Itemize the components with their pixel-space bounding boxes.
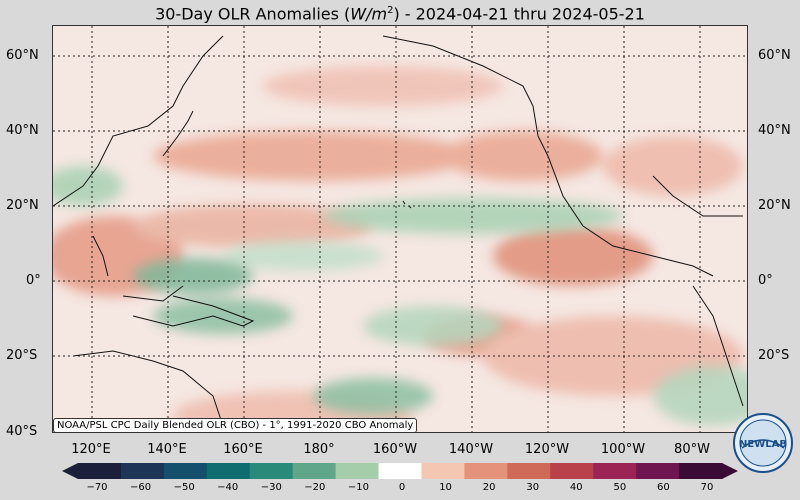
lon-label-140w: 140°W	[448, 442, 494, 457]
lon-label-160e: 160°E	[223, 442, 263, 457]
lon-label-80w: 80°W	[674, 442, 710, 457]
colorbar-segment	[636, 463, 680, 479]
olr-anomaly-map	[52, 25, 748, 433]
colorbar-tick-label: −70	[86, 482, 108, 493]
colorbar-tick-label: 60	[657, 482, 670, 493]
lat-label-right-20n: 20°N	[758, 198, 791, 213]
lat-label-right-40n: 40°N	[758, 123, 791, 138]
colorbar-segment	[78, 463, 122, 479]
logo-text: NEWLAB	[739, 439, 787, 450]
colorbar-tick-label: 30	[526, 482, 540, 493]
colorbar-tick-label: 0	[398, 482, 406, 493]
colorbar-tick-label: −40	[217, 482, 239, 493]
colorbar-segment	[249, 463, 294, 479]
colorbar-segment	[335, 463, 380, 479]
colorbar-tick-label: −10	[347, 482, 369, 493]
colorbar-tick-label: −60	[130, 482, 152, 493]
lat-label-left-40s: 40°S	[6, 424, 38, 439]
lon-label-180: 180°	[303, 442, 335, 457]
colorbar-segment	[550, 463, 594, 479]
colorbar-tick-label: −20	[304, 482, 326, 493]
colorbar-tick-label: 20	[482, 482, 496, 493]
colorbar-segment	[464, 463, 508, 479]
colorbar-tick-label: −30	[260, 482, 282, 493]
lat-label-left-40n: 40°N	[6, 123, 39, 138]
map-title: 30-Day OLR Anomalies (W/m2) - 2024-04-21…	[155, 4, 645, 24]
lat-label-left-20s: 20°S	[6, 348, 38, 363]
colorbar-segment	[292, 463, 337, 479]
psl-logo-icon: NEWLAB	[733, 413, 793, 473]
colorbar-segment	[120, 463, 165, 479]
lat-label-left-60n: 60°N	[6, 48, 39, 63]
lon-label-100w: 100°W	[600, 442, 646, 457]
lon-label-140e: 140°E	[147, 442, 187, 457]
colorbar-segment	[378, 463, 422, 479]
data-source-credit: NOAA/PSL CPC Daily Blended OLR (CBO) - 1…	[53, 418, 418, 433]
lon-label-120e: 120°E	[71, 442, 111, 457]
colorbar-segment	[206, 463, 251, 479]
colorbar-tick-label: 50	[613, 482, 627, 493]
lat-label-right-0: 0°	[758, 273, 773, 288]
lat-label-left-0: 0°	[26, 273, 41, 288]
colorbar-tick-label: −50	[173, 482, 195, 493]
colorbar-tick-label: 40	[569, 482, 583, 493]
lon-label-120w: 120°W	[524, 442, 570, 457]
lat-label-right-20s: 20°S	[758, 348, 790, 363]
lat-label-left-20n: 20°N	[6, 198, 39, 213]
lon-label-160w: 160°W	[372, 442, 418, 457]
colorbar-segment	[679, 463, 723, 479]
colorbar-segment	[507, 463, 551, 479]
colorbar	[62, 463, 738, 479]
colorbar-segment	[163, 463, 208, 479]
colorbar-tick-label: 70	[700, 482, 714, 493]
colorbar-segment	[421, 463, 465, 479]
lat-label-right-60n: 60°N	[758, 48, 791, 63]
colorbar-tick-label: 10	[439, 482, 452, 493]
colorbar-segment	[593, 463, 637, 479]
